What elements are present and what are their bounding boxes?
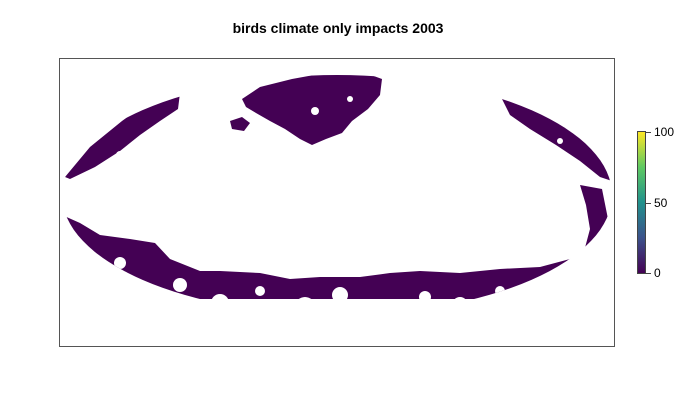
- map-panel: [59, 58, 615, 347]
- colorbar: [637, 131, 646, 274]
- colorbar-tick-label: 0: [654, 266, 661, 280]
- impact-region-north-east-pacific: [500, 95, 612, 181]
- impact-region-south-pacific-west: [62, 215, 612, 299]
- impact-region-east-pacific-strip: [580, 185, 608, 269]
- impact-region-north-atlantic-small: [230, 117, 250, 131]
- impact-region-north-atlantic: [242, 75, 382, 145]
- world-map: [62, 75, 612, 315]
- impact-region-north-pacific-west: [65, 93, 180, 179]
- colorbar-tick-label: 100: [654, 125, 675, 139]
- colorbar-tick: [646, 203, 651, 204]
- colorbar-tick: [646, 132, 651, 133]
- colorbar-tick: [646, 273, 651, 274]
- colorbar-tick-label: 50: [654, 196, 668, 210]
- map-title: birds climate only impacts 2003: [232, 20, 444, 36]
